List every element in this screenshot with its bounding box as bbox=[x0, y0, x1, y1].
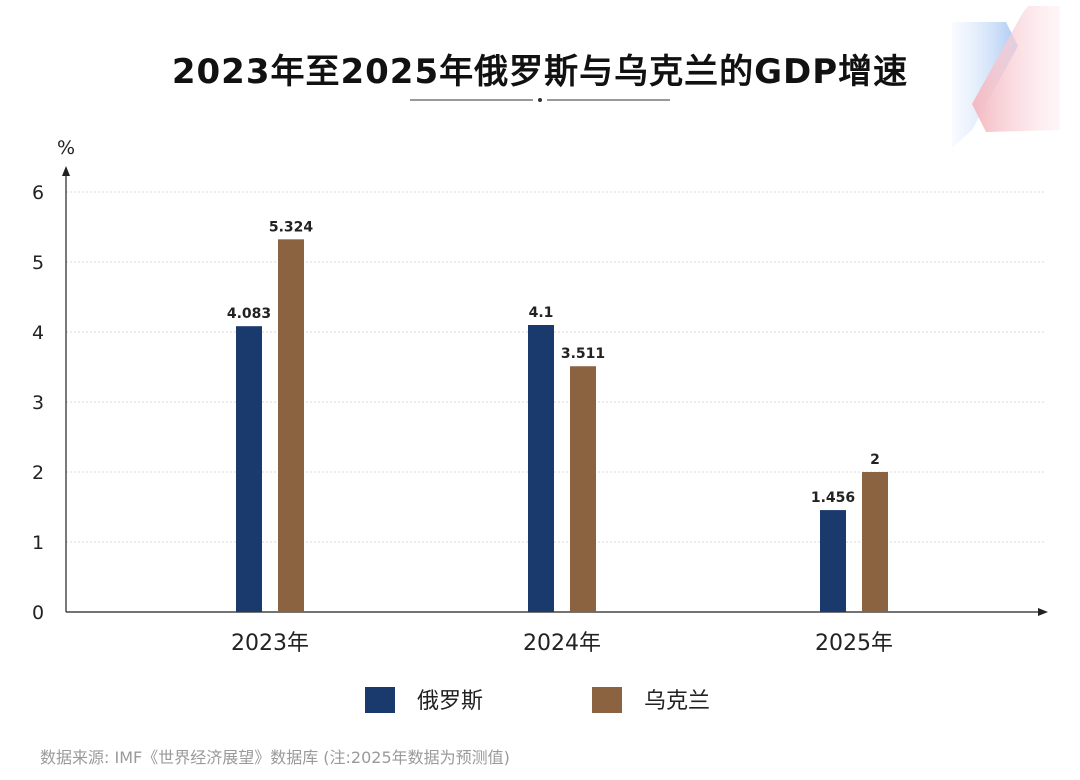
title-underline bbox=[410, 98, 670, 102]
source-note: 数据来源: IMF《世界经济展望》数据库 (注:2025年数据为预测值) bbox=[40, 748, 510, 767]
data-label: 4.083 bbox=[227, 306, 271, 322]
bar bbox=[570, 366, 596, 612]
x-tick-label: 2025年 bbox=[815, 631, 893, 656]
y-tick-label: 6 bbox=[32, 182, 44, 204]
y-axis-arrow bbox=[62, 166, 70, 176]
legend-label: 俄罗斯 bbox=[417, 689, 483, 714]
y-tick-label: 0 bbox=[32, 602, 44, 624]
y-tick-label: 4 bbox=[32, 322, 44, 344]
bar bbox=[236, 326, 262, 612]
data-label: 2 bbox=[870, 452, 880, 468]
bar bbox=[820, 510, 846, 612]
chart-title: 2023年至2025年俄罗斯与乌克兰的GDP增速 bbox=[171, 52, 909, 92]
decor-pink-shape bbox=[972, 6, 1060, 132]
bar bbox=[278, 239, 304, 612]
x-axis-arrow bbox=[1038, 608, 1048, 616]
decoration bbox=[952, 6, 1060, 148]
data-label: 1.456 bbox=[811, 490, 855, 506]
legend-label: 乌克兰 bbox=[644, 689, 710, 714]
data-label: 5.324 bbox=[269, 219, 314, 235]
legend-swatch bbox=[592, 687, 622, 713]
y-tick-label: 1 bbox=[32, 532, 44, 554]
y-tick-label: 5 bbox=[32, 252, 44, 274]
data-label: 3.511 bbox=[561, 346, 605, 362]
y-tick-label: 2 bbox=[32, 462, 44, 484]
bar bbox=[862, 472, 888, 612]
y-axis-label: % bbox=[57, 137, 75, 159]
y-tick-label: 3 bbox=[32, 392, 44, 414]
x-tick-label: 2024年 bbox=[523, 631, 601, 656]
legend-swatch bbox=[365, 687, 395, 713]
data-label: 4.1 bbox=[529, 305, 554, 321]
bar bbox=[528, 325, 554, 612]
x-tick-label: 2023年 bbox=[231, 631, 309, 656]
